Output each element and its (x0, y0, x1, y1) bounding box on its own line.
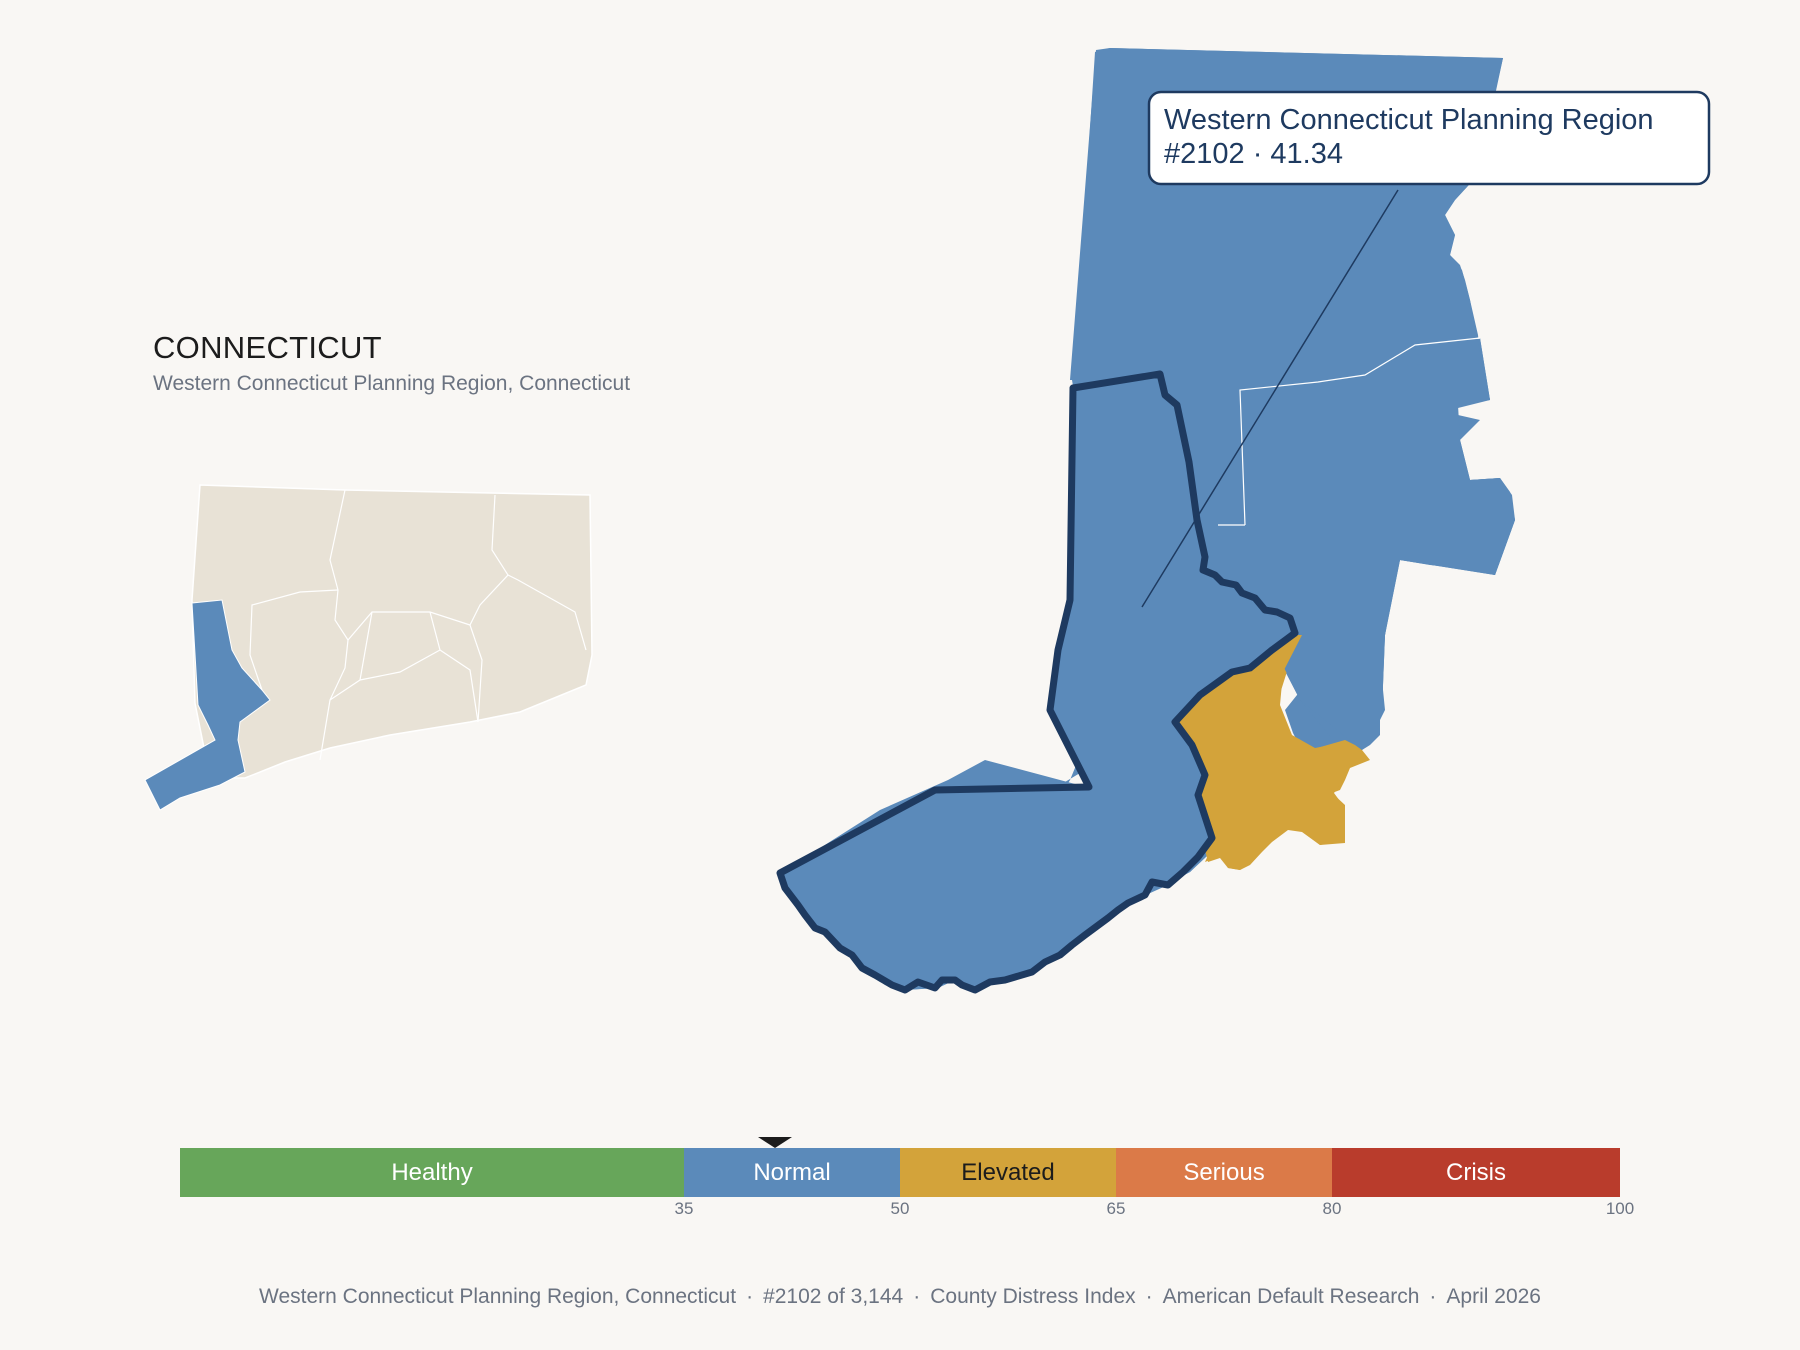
main-county-outline (776, 370, 1299, 994)
inset-region-shape[interactable] (191, 484, 593, 779)
footer-rank: #2102 of 3,144 (763, 1285, 904, 1308)
footer-publisher: American Default Research (1162, 1285, 1420, 1308)
inset-region-borders (249, 489, 587, 761)
scale-segment-healthy: Healthy (180, 1148, 684, 1197)
scale-segment-crisis: Crisis (1332, 1148, 1620, 1197)
footer-credits: Western Connecticut Planning Region, Con… (259, 1285, 1541, 1308)
north-neighbor[interactable] (1073, 48, 1515, 750)
distress-scale: Healthy Normal Elevated Serious Crisis 3… (180, 1137, 1634, 1236)
footer-index-name: County Distress Index (930, 1285, 1136, 1308)
scale-segment-normal: Normal (684, 1148, 900, 1197)
state-inset-map (144, 484, 593, 811)
scale-segment-elevated: Elevated (900, 1148, 1116, 1197)
scale-tick-100: 100 (1605, 1199, 1635, 1218)
scale-segment-serious: Serious (1116, 1148, 1332, 1197)
scale-tick-65: 65 (1106, 1199, 1126, 1218)
tooltip-rank-score: #2102 · 41.34 (1164, 138, 1343, 170)
footer-date: April 2026 (1446, 1285, 1541, 1308)
scale-tick-80: 80 (1322, 1199, 1342, 1218)
inset-selected-region[interactable] (144, 599, 271, 811)
tooltip-region-name: Western Connecticut Planning Region (1164, 104, 1654, 136)
scale-tick-50: 50 (890, 1199, 910, 1218)
region-tooltip: Western Connecticut Planning Region #210… (1147, 90, 1711, 186)
scale-tick-35: 35 (674, 1199, 694, 1218)
tooltip-leader-line (1141, 189, 1399, 608)
main-county[interactable] (780, 374, 1295, 990)
region-subtitle: Western Connecticut Planning Region, Con… (153, 372, 631, 395)
southeast-neighbor[interactable] (1175, 633, 1358, 870)
footer-region: Western Connecticut Planning Region, Con… (259, 1285, 737, 1308)
score-marker (758, 1137, 793, 1148)
internal-border-lines (1218, 337, 1481, 526)
state-title: CONNECTICUT (153, 330, 382, 365)
